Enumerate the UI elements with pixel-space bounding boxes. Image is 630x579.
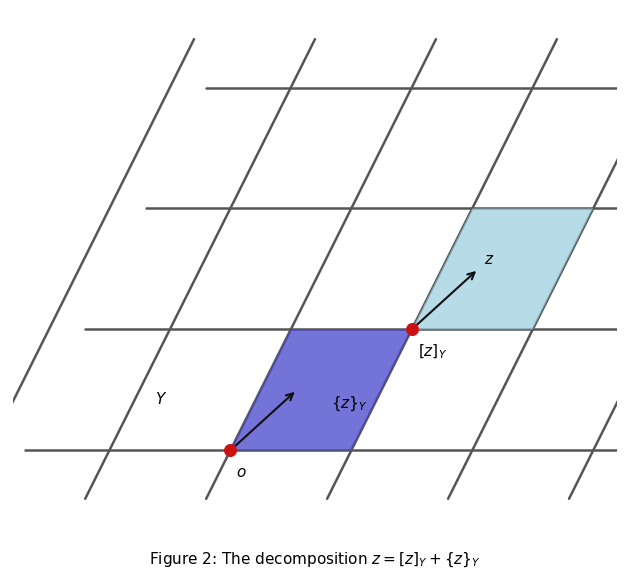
Polygon shape (231, 329, 412, 450)
Text: $Y$: $Y$ (156, 391, 168, 408)
Text: Figure 2: The decomposition $z = [z]_Y + \{z\}_Y$: Figure 2: The decomposition $z = [z]_Y +… (149, 550, 481, 569)
Text: $\{z\}_Y$: $\{z\}_Y$ (331, 395, 367, 413)
Point (226, 446, 236, 455)
Text: $[z]_Y$: $[z]_Y$ (418, 342, 447, 361)
Text: z: z (484, 252, 492, 267)
Polygon shape (412, 208, 593, 329)
Point (407, 325, 417, 334)
Text: $o$: $o$ (236, 465, 247, 480)
